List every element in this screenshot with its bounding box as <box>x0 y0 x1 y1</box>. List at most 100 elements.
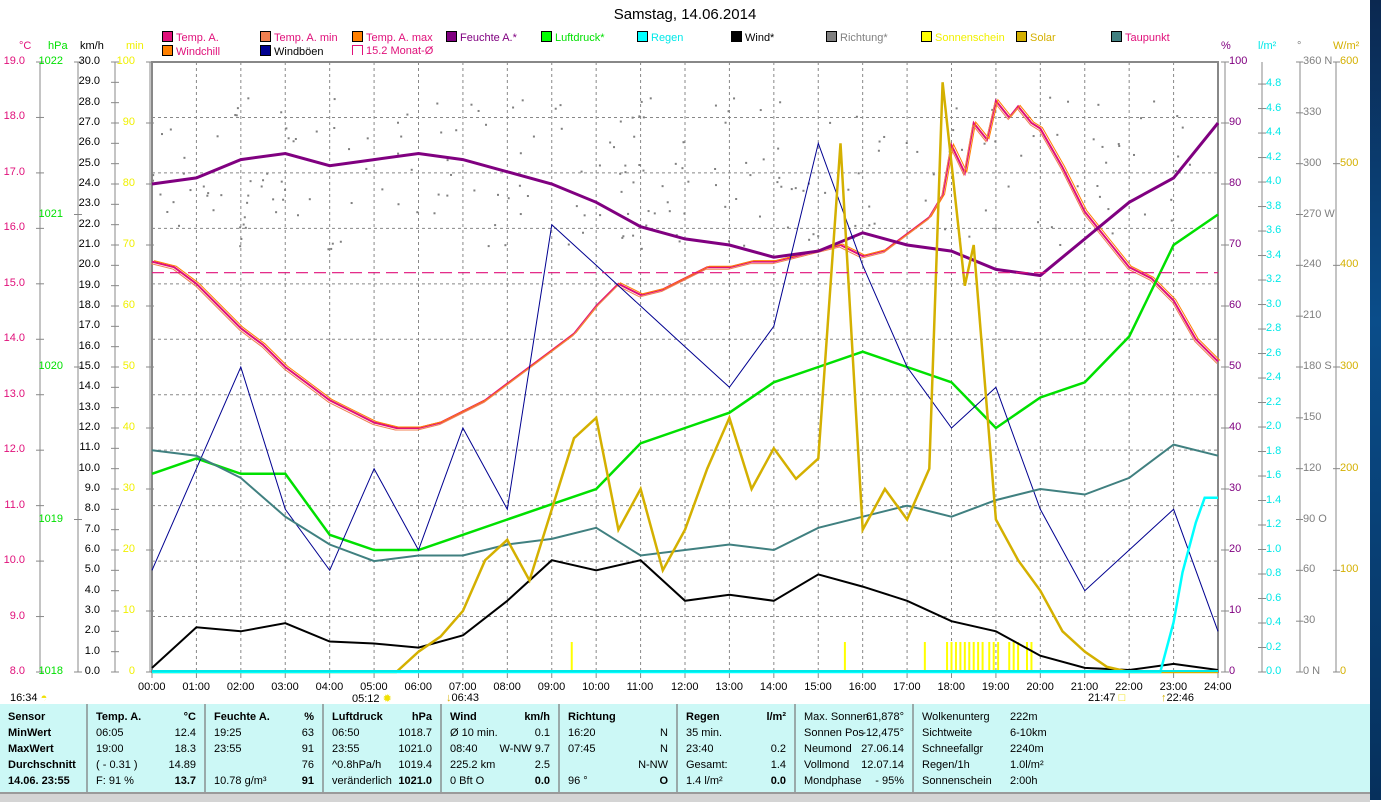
wind-tick-label: 17.0 <box>78 319 100 332</box>
legend-item[interactable]: Temp. A. min <box>260 31 338 44</box>
solar-tick-label: 0 <box>1340 665 1347 677</box>
panel-value: 27.06.14 <box>861 743 904 755</box>
wind-tick-label: 3.0 <box>84 604 100 616</box>
direction-tick-label: 300 <box>1303 156 1322 169</box>
legend-item[interactable]: Regen <box>637 31 683 44</box>
wind-tick-label: 24.0 <box>78 177 100 189</box>
legend-item[interactable]: Taupunkt <box>1111 31 1170 44</box>
direction-point <box>294 137 297 140</box>
rain-tick-label: 3.6 <box>1266 224 1282 237</box>
panel-value: 61,878° <box>865 711 904 723</box>
legend-label: Sonnenschein <box>935 32 1005 44</box>
sun-tick-label: 50 <box>122 360 135 372</box>
sun-unit: min <box>126 40 144 52</box>
direction-point <box>397 203 400 206</box>
panel-row: Feuchte A.% <box>206 711 322 727</box>
solar-tick-label: 500 <box>1340 156 1359 169</box>
direction-point <box>776 181 779 184</box>
direction-point <box>632 181 635 184</box>
legend-item[interactable]: Luftdruck* <box>541 31 605 44</box>
direction-point <box>1020 154 1023 157</box>
panel-row: Ø 10 min. 0.1 <box>442 727 558 743</box>
direction-point <box>169 128 172 131</box>
legend-label: Temp. A. min <box>274 32 338 44</box>
direction-point <box>1181 126 1184 129</box>
panel-cell: 23:55 <box>214 743 242 755</box>
panel-row: Wind km/h <box>442 711 558 727</box>
direction-point <box>955 107 958 110</box>
legend-label: Richtung* <box>840 32 888 44</box>
legend-item[interactable]: Solar <box>1016 31 1056 44</box>
wind-tick-label: 13.0 <box>78 400 100 413</box>
rain-tick-label: 4.4 <box>1266 126 1282 139</box>
direction-point <box>207 192 210 195</box>
direction-point <box>727 110 730 113</box>
wind-tick-label: 2.0 <box>84 624 100 637</box>
legend-item[interactable]: Temp. A. <box>162 31 219 44</box>
legend-item[interactable]: Windchill <box>162 45 220 58</box>
direction-tick-label: 120 <box>1303 461 1322 474</box>
wind-tick-label: 7.0 <box>84 522 100 535</box>
legend-item[interactable]: Wind* <box>731 31 774 44</box>
direction-point <box>944 228 947 231</box>
panel-row: N-NW <box>560 759 676 775</box>
direction-point <box>924 199 927 202</box>
direction-point <box>249 180 252 183</box>
panel-value: N <box>660 727 668 739</box>
legend-item[interactable]: Temp. A. max <box>352 31 433 44</box>
status-bar <box>0 792 1370 802</box>
direction-point <box>640 100 643 103</box>
panel-value: 12.4 <box>174 727 196 739</box>
panel-cell: 23:55 <box>332 743 360 755</box>
panel-cell: 10.78 g/m³ <box>214 775 267 787</box>
panel-row: 35 min. <box>678 727 794 743</box>
wind-tick-label: 0.0 <box>84 665 100 677</box>
direction-point <box>339 240 342 243</box>
legend-swatch-icon <box>541 31 552 42</box>
rain-tick-label: 2.4 <box>1266 371 1282 384</box>
rain-tick-label: 4.2 <box>1266 150 1282 163</box>
legend-item[interactable]: Feuchte A.* <box>446 31 517 44</box>
temp-tick-label: 12.0 <box>3 443 25 456</box>
panel-value: W-NW 9.7 <box>499 743 550 755</box>
row-label-avg: Durchschnitt <box>8 759 76 771</box>
direction-point <box>1140 117 1143 120</box>
direction-point <box>1105 161 1108 164</box>
direction-tick-label: 180 S <box>1303 360 1332 372</box>
direction-point <box>777 147 780 150</box>
panel-row: 06:05 12.4 <box>88 727 204 743</box>
legend-swatch-icon <box>1111 31 1122 42</box>
panel-row: Max. Sonnen 61,878° <box>796 711 912 727</box>
solar-tick-label: 300 <box>1340 360 1359 372</box>
chart-canvas <box>36 61 1340 678</box>
direction-point <box>247 97 250 100</box>
direction-point <box>1049 96 1052 99</box>
direction-point <box>583 214 586 217</box>
direction-point <box>202 185 205 188</box>
direction-point <box>519 152 522 155</box>
wind-tick-label: 30.0 <box>78 55 100 67</box>
panel-row: 76 <box>206 759 322 775</box>
direction-point <box>1118 145 1121 148</box>
legend-item[interactable]: Richtung* <box>826 31 888 44</box>
direction-point <box>244 226 247 229</box>
temp-tick-label: 18.0 <box>3 110 25 123</box>
panel-cell: Sonnenschein <box>922 775 992 787</box>
legend-item[interactable]: Windböen <box>260 45 324 58</box>
direction-point <box>272 198 275 201</box>
panel-value: 1021.0 <box>398 775 432 787</box>
time-tick-label: 10:00 <box>582 681 610 693</box>
direction-point <box>877 149 880 152</box>
panel-value: 12.07.14 <box>861 759 904 771</box>
direction-point <box>381 188 384 191</box>
direction-point <box>724 121 727 124</box>
legend-item[interactable]: Sonnenschein <box>921 31 1005 44</box>
direction-point <box>733 97 736 100</box>
legend-item[interactable]: 15.2 Monat-Ø <box>352 45 433 57</box>
panel-cell: 16:20 <box>568 727 596 739</box>
rain-tick-label: 3.8 <box>1266 199 1282 212</box>
time-tick-label: 03:00 <box>271 681 299 693</box>
direction-tick-label: 150 <box>1303 410 1322 423</box>
direction-point <box>674 162 677 165</box>
direction-point <box>152 174 155 177</box>
